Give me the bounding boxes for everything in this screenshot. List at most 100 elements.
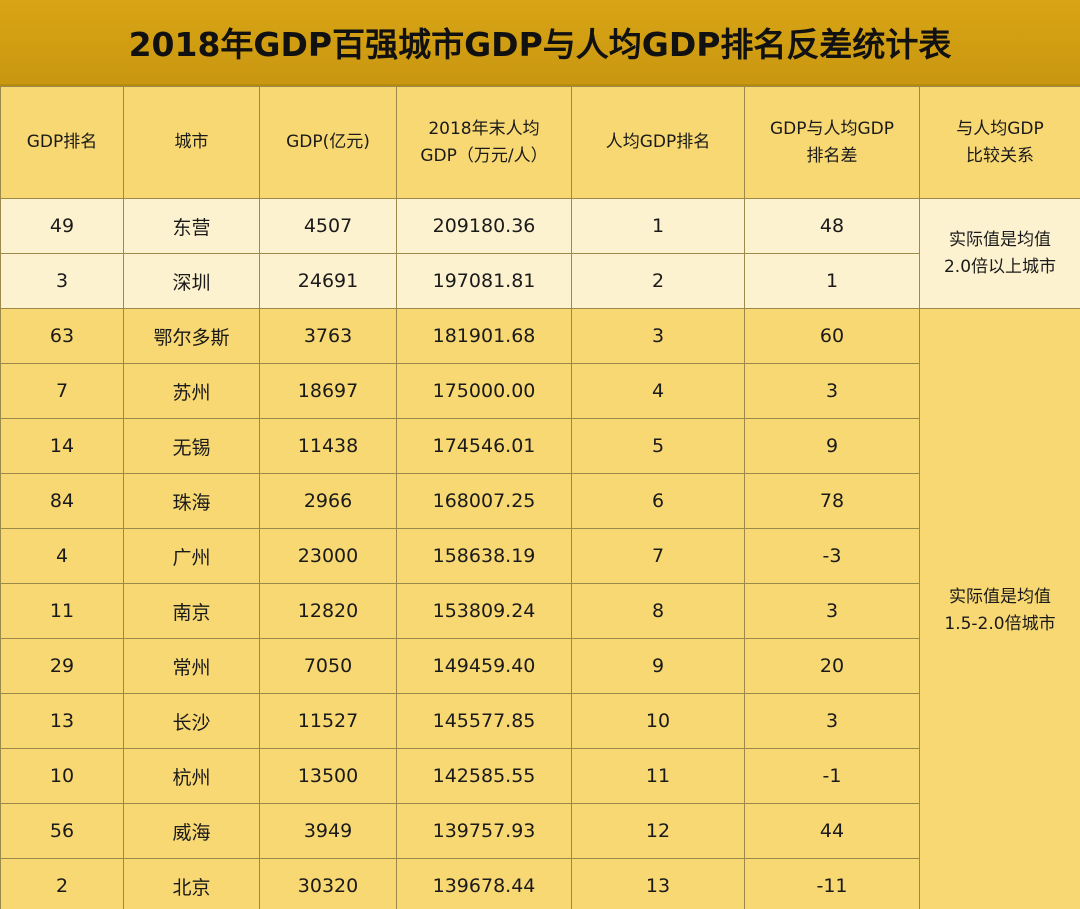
city-cell: 深圳 — [123, 253, 260, 309]
header-text: GDP与人均GDP — [769, 118, 895, 139]
gdp-cell: 13500 — [259, 748, 397, 804]
table-row: 4 广州 23000 158638.19 7 -3 — [0, 528, 1080, 584]
rank-diff-cell: 9 — [744, 418, 920, 474]
rank-diff-cell: 1 — [744, 253, 920, 309]
gdp-rank-cell: 4 — [0, 528, 124, 584]
city-cell: 南京 — [123, 583, 260, 639]
gdp-rank-cell: 7 — [0, 363, 124, 419]
table-row: 10 杭州 13500 142585.55 11 -1 — [0, 748, 1080, 804]
table-row: 2 北京 30320 139678.44 13 -11 — [0, 858, 1080, 909]
gdp-cell: 11438 — [259, 418, 397, 474]
comparison-group-text: 实际值是均值 — [949, 229, 1051, 250]
table-row: 3 深圳 24691 197081.81 2 1 — [0, 253, 1080, 309]
per-capita-rank-cell: 4 — [571, 363, 745, 419]
rank-diff-cell: 20 — [744, 638, 920, 694]
gdp-cell: 2966 — [259, 473, 397, 529]
comparison-group-text: 1.5-2.0倍城市 — [944, 614, 1056, 634]
gdp-ranking-table: GDP排名 城市 GDP(亿元) 2018年末人均 GDP（万元/人） 人均GDP排名 GD… — [0, 86, 1080, 909]
per-capita-gdp-cell: 149459.40 — [396, 638, 572, 694]
page-title: 2018年GDP百强城市GDP与人均GDP排名反差统计表 — [128, 25, 952, 64]
per-capita-gdp-cell: 158638.19 — [396, 528, 572, 584]
gdp-rank-cell: 84 — [0, 473, 124, 529]
table-row: 56 威海 3949 139757.93 12 44 — [0, 803, 1080, 859]
city-cell: 苏州 — [123, 363, 260, 419]
per-capita-gdp-cell: 168007.25 — [396, 473, 572, 529]
rank-diff-cell: 78 — [744, 473, 920, 529]
gdp-cell: 23000 — [259, 528, 397, 584]
city-cell: 威海 — [123, 803, 260, 859]
city-cell: 杭州 — [123, 748, 260, 804]
rank-diff-cell: -3 — [744, 528, 920, 584]
gdp-rank-cell: 29 — [0, 638, 124, 694]
header-city: 城市 — [123, 86, 260, 199]
per-capita-gdp-cell: 197081.81 — [396, 253, 572, 309]
rank-diff-cell: 60 — [744, 308, 920, 364]
table-row: 49 东营 4507 209180.36 1 48 实际值是均值 2.0倍以上城市 — [0, 198, 1080, 309]
per-capita-rank-cell: 8 — [571, 583, 745, 639]
gdp-rank-cell: 11 — [0, 583, 124, 639]
gdp-cell: 24691 — [259, 253, 397, 309]
gdp-cell: 4507 — [259, 198, 397, 254]
per-capita-gdp-cell: 139678.44 — [396, 858, 572, 909]
table-row: 29 常州 7050 149459.40 9 20 — [0, 638, 1080, 694]
gdp-cell: 3763 — [259, 308, 397, 364]
per-capita-gdp-cell: 142585.55 — [396, 748, 572, 804]
table-row: 14 无锡 11438 174546.01 5 9 — [0, 418, 1080, 474]
per-capita-rank-cell: 1 — [571, 198, 745, 254]
header-rank-diff: GDP与人均GDP 排名差 — [744, 86, 920, 199]
gdp-cell: 3949 — [259, 803, 397, 859]
header-gdp-rank: GDP排名 — [0, 86, 124, 199]
comparison-group-cell: 实际值是均值 1.5-2.0倍城市 — [919, 308, 1080, 909]
per-capita-rank-cell: 6 — [571, 473, 745, 529]
city-cell: 无锡 — [123, 418, 260, 474]
gdp-cell: 30320 — [259, 858, 397, 909]
rank-diff-cell: 3 — [744, 693, 920, 749]
table-row: 11 南京 12820 153809.24 8 3 — [0, 583, 1080, 639]
comparison-group-text: 2.0倍以上城市 — [943, 256, 1057, 277]
city-cell: 北京 — [123, 858, 260, 909]
gdp-cell: 7050 — [259, 638, 397, 694]
header-text: 比较关系 — [966, 145, 1034, 166]
per-capita-rank-cell: 5 — [571, 418, 745, 474]
city-cell: 广州 — [123, 528, 260, 584]
rank-diff-cell: 48 — [744, 198, 920, 254]
table-header-row: GDP排名 城市 GDP(亿元) 2018年末人均 GDP（万元/人） 人均GDP排名 GD… — [0, 86, 1080, 199]
header-text: GDP排名 — [26, 132, 98, 152]
per-capita-gdp-cell: 174546.01 — [396, 418, 572, 474]
city-cell: 长沙 — [123, 693, 260, 749]
per-capita-gdp-cell: 139757.93 — [396, 803, 572, 859]
rank-diff-cell: -1 — [744, 748, 920, 804]
per-capita-gdp-cell: 153809.24 — [396, 583, 572, 639]
gdp-cell: 18697 — [259, 363, 397, 419]
gdp-rank-cell: 56 — [0, 803, 124, 859]
gdp-rank-cell: 10 — [0, 748, 124, 804]
table-row: 84 珠海 2966 168007.25 6 78 — [0, 473, 1080, 529]
header-text: GDP（万元/人） — [420, 145, 548, 166]
gdp-cell: 11527 — [259, 693, 397, 749]
rank-diff-cell: 3 — [744, 583, 920, 639]
gdp-rank-cell: 49 — [0, 198, 124, 254]
header-text: GDP(亿元) — [286, 132, 370, 152]
header-gdp: GDP(亿元) — [259, 86, 397, 199]
per-capita-rank-cell: 7 — [571, 528, 745, 584]
per-capita-gdp-cell: 175000.00 — [396, 363, 572, 419]
city-cell: 东营 — [123, 198, 260, 254]
table-row: 63 鄂尔多斯 3763 181901.68 3 60 实际值是均值 1.5-2.0倍城市 — [0, 308, 1080, 909]
header-per-capita-gdp: 2018年末人均 GDP（万元/人） — [396, 86, 572, 199]
title-bar: 2018年GDP百强城市GDP与人均GDP排名反差统计表 — [0, 0, 1080, 86]
per-capita-gdp-cell: 145577.85 — [396, 693, 572, 749]
per-capita-rank-cell: 13 — [571, 858, 745, 909]
header-comparison: 与人均GDP 比较关系 — [919, 86, 1080, 199]
gdp-rank-cell: 13 — [0, 693, 124, 749]
header-text: 城市 — [174, 132, 209, 152]
comparison-group-cell: 实际值是均值 2.0倍以上城市 — [919, 198, 1080, 309]
header-text: 与人均GDP — [956, 118, 1044, 139]
city-cell: 常州 — [123, 638, 260, 694]
gdp-rank-cell: 63 — [0, 308, 124, 364]
per-capita-rank-cell: 11 — [571, 748, 745, 804]
per-capita-gdp-cell: 181901.68 — [396, 308, 572, 364]
gdp-cell: 12820 — [259, 583, 397, 639]
per-capita-rank-cell: 3 — [571, 308, 745, 364]
header-text: 人均GDP排名 — [605, 132, 711, 152]
